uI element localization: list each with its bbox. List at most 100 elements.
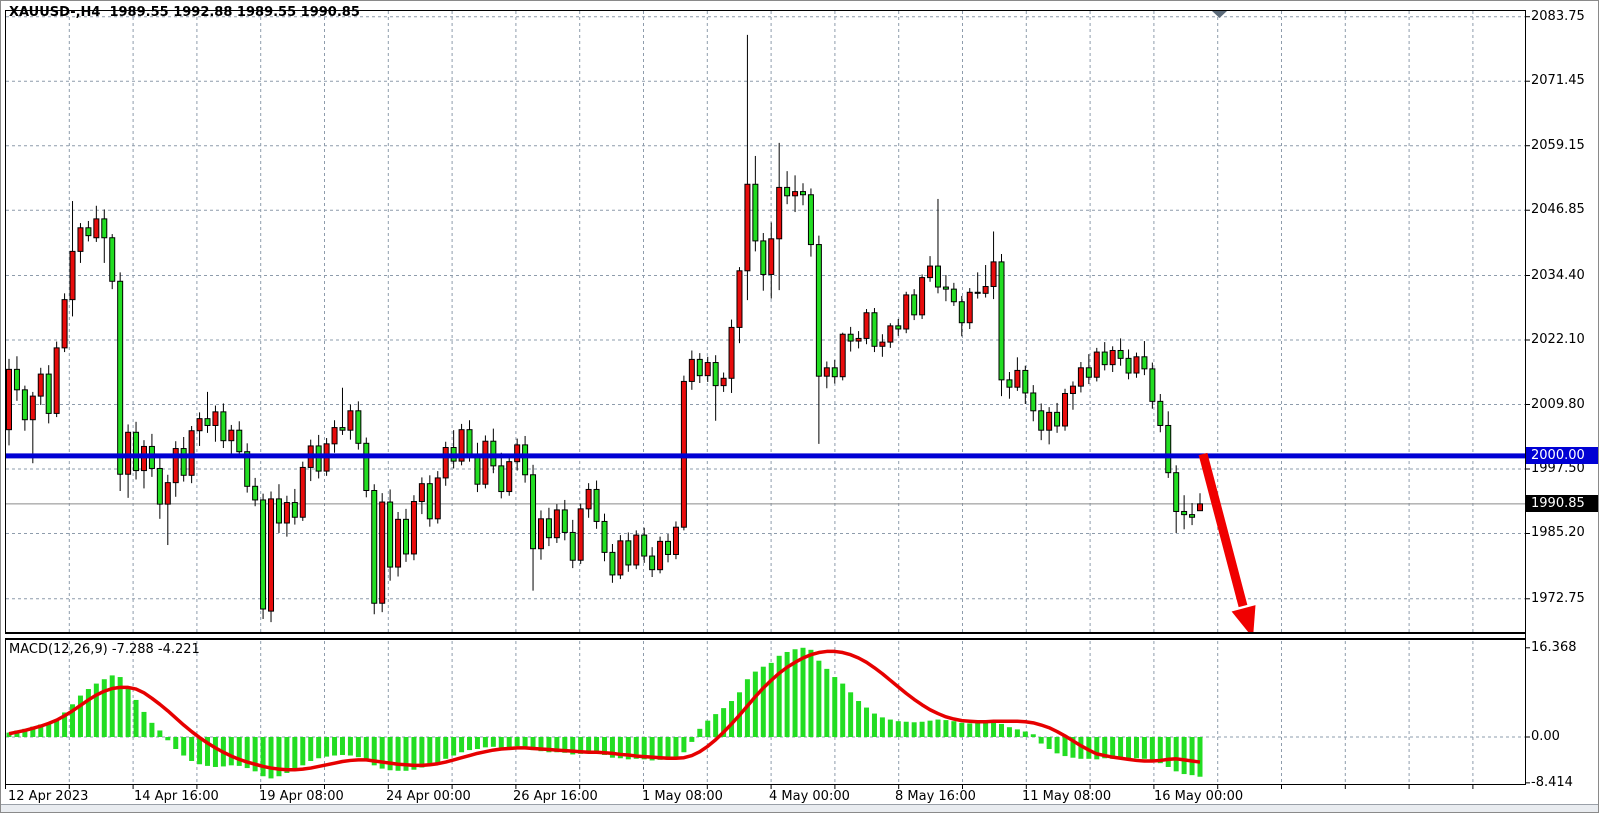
candle-body	[585, 488, 592, 510]
candle-body	[196, 418, 203, 432]
candle-body	[228, 429, 235, 442]
candle-body	[744, 183, 751, 272]
macd-histogram-bar	[70, 704, 76, 737]
macd-histogram-bar	[332, 737, 338, 756]
macd-histogram-bar	[697, 728, 703, 737]
candle-body	[220, 411, 227, 442]
candle-body	[140, 445, 147, 472]
macd-indicator-label: MACD(12,26,9) -7.288 -4.221	[9, 642, 200, 657]
price-axis-label: 2022.10	[1531, 332, 1585, 347]
candle-body	[927, 265, 934, 279]
macd-pane-bottom-border	[5, 784, 1526, 785]
macd-signal-line	[8, 649, 1201, 772]
candle-body	[665, 540, 672, 555]
time-axis-label: 4 May 00:00	[769, 789, 850, 804]
time-axis-label: 12 Apr 2023	[8, 789, 89, 804]
macd-histogram-bar	[879, 717, 885, 737]
price-axis[interactable]	[1526, 1, 1598, 804]
macd-histogram-bar	[776, 655, 782, 737]
candle-body	[784, 186, 791, 197]
macd-histogram-bar	[1038, 737, 1044, 744]
candle-body	[561, 509, 568, 533]
candle-body	[1085, 367, 1092, 378]
macd-histogram-bar	[570, 737, 576, 755]
macd-histogram-bar	[1046, 737, 1052, 749]
time-axis-label: 8 May 16:00	[895, 789, 976, 804]
horizontal-line-2000[interactable]	[6, 453, 1525, 459]
chart-right-border	[1525, 10, 1526, 785]
candle-body	[1006, 379, 1013, 388]
macd-histogram-bar	[895, 721, 901, 737]
macd-histogram-bar	[586, 737, 592, 753]
candle-body	[252, 485, 259, 501]
candle-body	[244, 451, 251, 487]
candle-body	[466, 429, 473, 455]
price-axis-label: 1985.20	[1531, 525, 1585, 541]
macd-histogram-bar	[268, 737, 274, 779]
candle-body	[1117, 349, 1124, 359]
window-bottom-edge	[1, 804, 1598, 812]
macd-histogram-bar	[1006, 727, 1012, 737]
macd-histogram-bar	[117, 677, 123, 737]
macd-histogram-bar	[459, 737, 465, 753]
candle-body	[434, 477, 441, 520]
candle-body	[720, 377, 727, 387]
candle-body	[577, 508, 584, 561]
candle-body	[1197, 503, 1203, 512]
macd-histogram-bar	[1157, 737, 1163, 764]
candle-body	[53, 347, 60, 414]
candle-body	[1046, 411, 1053, 431]
macd-histogram-bar	[173, 737, 179, 749]
price-axis-label: 2071.45	[1531, 73, 1585, 89]
macd-histogram-bar	[919, 721, 925, 737]
macd-histogram-bar	[1014, 729, 1020, 737]
macd-histogram-bar	[784, 651, 790, 737]
candle-body	[522, 444, 529, 476]
macd-histogram-bar	[760, 666, 766, 737]
candle-body	[919, 277, 926, 316]
candle-body	[1125, 357, 1132, 374]
trend-arrow-head-icon[interactable]	[1231, 605, 1256, 638]
candle-body	[363, 442, 370, 491]
macd-histogram-bar	[292, 737, 298, 770]
macd-histogram-bar	[38, 724, 44, 737]
pane-splitter[interactable]	[5, 632, 1525, 640]
macd-histogram-bar	[1197, 737, 1203, 777]
price-axis-label: 1997.50	[1531, 461, 1585, 476]
macd-histogram-bar	[165, 737, 171, 741]
macd-histogram-bar	[1149, 737, 1155, 761]
candle-body	[410, 501, 417, 555]
candle-body	[514, 444, 521, 463]
price-axis-label: 1972.75	[1531, 590, 1585, 606]
scroll-position-marker-icon[interactable]	[1212, 11, 1227, 18]
candle-body	[1133, 356, 1140, 374]
macd-histogram-bar	[395, 737, 401, 771]
macd-histogram-bar	[419, 737, 425, 768]
candle-body	[895, 325, 902, 330]
macd-histogram-bar	[411, 737, 417, 770]
trend-arrow-shaft[interactable]	[1198, 452, 1248, 608]
macd-histogram-bar	[792, 649, 798, 737]
candle-body	[950, 288, 957, 303]
macd-histogram-bar	[657, 737, 663, 760]
candle-body	[29, 395, 36, 421]
macd-histogram-bar	[490, 737, 496, 747]
macd-histogram-bar	[1030, 734, 1036, 737]
macd-histogram-bar	[625, 737, 631, 760]
time-axis-label: 19 Apr 08:00	[259, 789, 344, 804]
candle-body	[387, 501, 394, 568]
time-axis-label: 1 May 08:00	[642, 789, 723, 804]
ohlc-quote-label: 1989.55 1992.88 1989.55 1990.85	[109, 5, 360, 20]
macd-histogram-bar	[85, 689, 91, 737]
macd-histogram-bar	[943, 720, 949, 737]
macd-histogram-bar	[284, 737, 290, 773]
macd-histogram-bar	[871, 713, 877, 737]
candle-body	[617, 540, 624, 576]
macd-histogram-bar	[371, 737, 377, 766]
macd-histogram-bar	[379, 737, 385, 769]
candle-body	[1189, 514, 1196, 518]
macd-histogram-bar	[903, 721, 909, 737]
candle-body	[855, 337, 862, 342]
macd-histogram-bar	[1022, 731, 1028, 737]
